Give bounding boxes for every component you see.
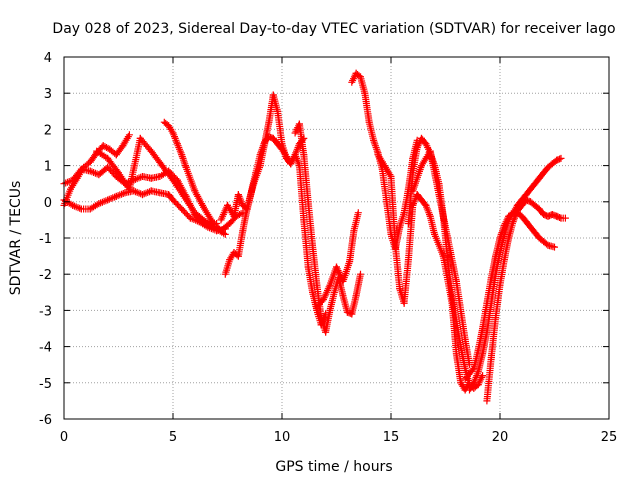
- x-axis-label: GPS time / hours: [275, 459, 392, 475]
- data-point-marker: [400, 256, 412, 307]
- data-point-marker: [444, 234, 460, 285]
- data-point-marker: [346, 227, 358, 265]
- data-point-marker: [448, 299, 460, 358]
- y-tick-label: 3: [44, 87, 52, 102]
- series-15: [483, 196, 569, 405]
- series-12: [409, 147, 473, 369]
- y-tick-label: -3: [39, 304, 52, 319]
- x-tick-label: 20: [492, 430, 509, 445]
- data-point-marker: [104, 154, 122, 177]
- data-point-marker: [125, 134, 144, 193]
- x-tick-label: 5: [169, 430, 177, 445]
- data-point-marker: [404, 201, 417, 264]
- x-tick-label: 0: [60, 430, 68, 445]
- data-point-marker: [361, 89, 373, 126]
- y-axis-ticks: -6 -5 -4 -3 -2 -1 0 1 2 3 4: [39, 51, 609, 428]
- data-point-marker: [431, 230, 447, 260]
- data-point-marker: [158, 162, 177, 184]
- data-point-marker: [409, 162, 425, 195]
- data-point-marker: [483, 354, 495, 405]
- x-tick-label: 10: [274, 430, 291, 445]
- data-point-marker: [300, 151, 312, 206]
- series-13: [466, 154, 565, 394]
- data-points: [60, 69, 569, 405]
- y-tick-label: -6: [39, 413, 52, 428]
- data-point-marker: [557, 214, 569, 222]
- data-point-marker: [474, 372, 487, 389]
- data-point-marker: [426, 147, 443, 199]
- data-point-marker: [452, 277, 469, 343]
- x-axis-ticks: 0 5 10 15 20 25: [60, 57, 617, 445]
- y-tick-label: 4: [44, 51, 52, 66]
- data-point-marker: [182, 163, 199, 195]
- data-point-marker: [461, 335, 473, 369]
- data-point-marker: [295, 162, 308, 224]
- data-point-marker: [300, 216, 312, 271]
- y-tick-label: 1: [44, 160, 52, 175]
- series-7: [291, 120, 364, 336]
- data-point-marker: [350, 209, 362, 235]
- data-point-marker: [352, 270, 364, 300]
- series-6: [221, 133, 308, 278]
- data-point-marker: [191, 187, 207, 211]
- data-point-marker: [304, 198, 316, 249]
- data-point-marker: [169, 176, 188, 200]
- data-point-marker: [439, 252, 456, 307]
- data-point-marker: [119, 131, 133, 150]
- data-point-marker: [147, 147, 166, 170]
- y-axis-label: SDTVAR / TECUs: [8, 181, 24, 296]
- data-point-marker: [404, 169, 417, 227]
- y-tick-label: -5: [39, 377, 52, 392]
- series-8: [313, 209, 362, 311]
- y-tick-label: -1: [39, 232, 52, 247]
- series-10: [374, 151, 473, 394]
- data-point-marker: [309, 241, 321, 289]
- y-tick-label: 2: [44, 123, 52, 138]
- x-tick-label: 25: [601, 430, 618, 445]
- data-point-marker: [339, 258, 354, 285]
- y-tick-label: 0: [44, 196, 52, 211]
- data-point-marker: [391, 241, 404, 293]
- data-point-marker: [487, 314, 500, 361]
- data-point-marker: [553, 154, 565, 164]
- grid-lines: [63, 56, 610, 420]
- series-3: [93, 134, 229, 238]
- y-tick-label: -2: [39, 268, 52, 283]
- data-point-marker: [387, 173, 399, 249]
- chart-title: Day 028 of 2023, Sidereal Day-to-day VTE…: [52, 21, 615, 37]
- data-point-marker: [239, 205, 251, 235]
- x-tick-label: 15: [383, 430, 400, 445]
- y-tick-label: -4: [39, 341, 52, 356]
- data-point-marker: [544, 241, 558, 251]
- data-point-marker: [435, 191, 452, 242]
- series-14: [461, 209, 558, 383]
- data-point-marker: [180, 192, 199, 217]
